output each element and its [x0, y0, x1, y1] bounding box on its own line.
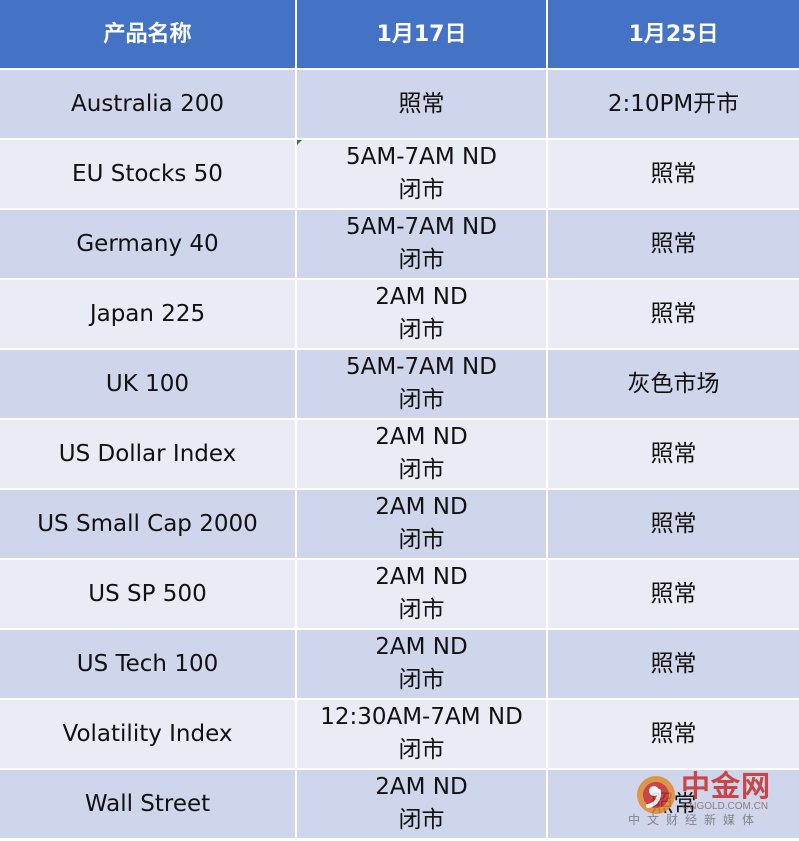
- jan17-cell: 12:30AM-7AM ND 闭市: [297, 700, 548, 770]
- jan17-line: 2AM ND: [375, 284, 468, 310]
- product-cell: Japan 225: [0, 280, 297, 350]
- product-name: US Tech 100: [76, 650, 219, 677]
- product-name: US Small Cap 2000: [37, 510, 258, 537]
- product-cell: UK 100: [0, 350, 297, 420]
- jan17-line: 5AM-7AM ND: [346, 144, 497, 170]
- jan17-cell: 5AM-7AM ND 闭市: [297, 210, 548, 280]
- jan17-cell: 2AM ND 闭市: [297, 770, 548, 840]
- product-name: Volatility Index: [62, 720, 233, 747]
- jan25-cell: 照常: [548, 420, 799, 490]
- product-cell: Australia 200: [0, 70, 297, 140]
- jan17-cell: 2AM ND 闭市: [297, 490, 548, 560]
- jan17-line: 闭市: [398, 807, 445, 833]
- jan17-line: 闭市: [398, 667, 445, 693]
- jan25-cell: 灰色市场: [548, 350, 799, 420]
- jan25-status: 照常: [650, 650, 697, 677]
- jan17-line: 闭市: [398, 457, 445, 483]
- jan25-status: 照常: [650, 510, 697, 537]
- jan25-cell: 照常: [548, 630, 799, 700]
- jan25-status: 2:10PM开市: [607, 90, 740, 117]
- jan17-line: 2AM ND: [375, 634, 468, 660]
- product-cell: Germany 40: [0, 210, 297, 280]
- jan17-cell: 2AM ND 闭市: [297, 420, 548, 490]
- product-cell: US Small Cap 2000: [0, 490, 297, 560]
- jan17-line: 2AM ND: [375, 774, 468, 800]
- header-product-name: 产品名称: [0, 0, 297, 70]
- jan17-line: 2AM ND: [375, 424, 468, 450]
- header-product-name-label: 产品名称: [103, 21, 192, 47]
- product-cell: Wall Street: [0, 770, 297, 840]
- jan17-line: 5AM-7AM ND: [346, 214, 497, 240]
- jan25-status: 照常: [650, 160, 697, 187]
- jan17-line: 5AM-7AM ND: [346, 354, 497, 380]
- product-cell: Volatility Index: [0, 700, 297, 770]
- jan25-cell: 2:10PM开市: [548, 70, 799, 140]
- product-name: EU Stocks 50: [72, 160, 223, 187]
- jan25-status: 灰色市场: [627, 370, 720, 397]
- jan17-line: 12:30AM-7AM ND: [320, 704, 523, 730]
- jan17-line: 闭市: [398, 527, 445, 553]
- jan17-line: 闭市: [398, 737, 445, 763]
- header-jan25: 1月25日: [548, 0, 799, 70]
- product-cell: US SP 500: [0, 560, 297, 630]
- jan17-line: 照常: [398, 90, 445, 117]
- jan17-cell: 2AM ND 闭市: [297, 280, 548, 350]
- jan17-cell: 5AM-7AM ND 闭市: [297, 140, 548, 210]
- product-name: Japan 225: [89, 300, 206, 327]
- jan17-cell: 照常: [297, 70, 548, 140]
- jan17-line: 闭市: [398, 177, 445, 203]
- jan25-cell: 照常: [548, 140, 799, 210]
- jan25-status: 照常: [650, 580, 697, 607]
- jan17-line: 2AM ND: [375, 564, 468, 590]
- product-cell: US Dollar Index: [0, 420, 297, 490]
- jan25-status: 照常: [650, 720, 697, 747]
- cell-comment-indicator: [297, 140, 302, 145]
- product-name: US Dollar Index: [58, 440, 237, 467]
- jan25-cell: 照常: [548, 210, 799, 280]
- jan17-cell: 2AM ND 闭市: [297, 630, 548, 700]
- jan25-status: 照常: [650, 300, 697, 327]
- jan17-line: 闭市: [398, 387, 445, 413]
- header-jan25-label: 1月25日: [628, 21, 719, 47]
- jan25-cell: 照常: [548, 770, 799, 840]
- jan25-cell: 照常: [548, 280, 799, 350]
- jan25-cell: 照常: [548, 560, 799, 630]
- jan17-line: 2AM ND: [375, 494, 468, 520]
- jan17-line: 闭市: [398, 597, 445, 623]
- product-cell: EU Stocks 50: [0, 140, 297, 210]
- product-name: UK 100: [105, 370, 190, 397]
- jan25-cell: 照常: [548, 700, 799, 770]
- header-jan17-label: 1月17日: [376, 21, 467, 47]
- product-name: Australia 200: [71, 90, 224, 117]
- jan25-cell: 照常: [548, 490, 799, 560]
- product-name: Germany 40: [76, 230, 219, 257]
- jan17-cell: 5AM-7AM ND 闭市: [297, 350, 548, 420]
- jan17-line: 闭市: [398, 247, 445, 273]
- product-name: Wall Street: [84, 790, 211, 817]
- jan17-cell: 2AM ND 闭市: [297, 560, 548, 630]
- jan25-status: 照常: [650, 790, 697, 817]
- jan25-status: 照常: [650, 230, 697, 257]
- jan17-line: 闭市: [398, 317, 445, 343]
- product-name: US SP 500: [88, 580, 207, 607]
- jan25-status: 照常: [650, 440, 697, 467]
- product-cell: US Tech 100: [0, 630, 297, 700]
- header-jan17: 1月17日: [297, 0, 548, 70]
